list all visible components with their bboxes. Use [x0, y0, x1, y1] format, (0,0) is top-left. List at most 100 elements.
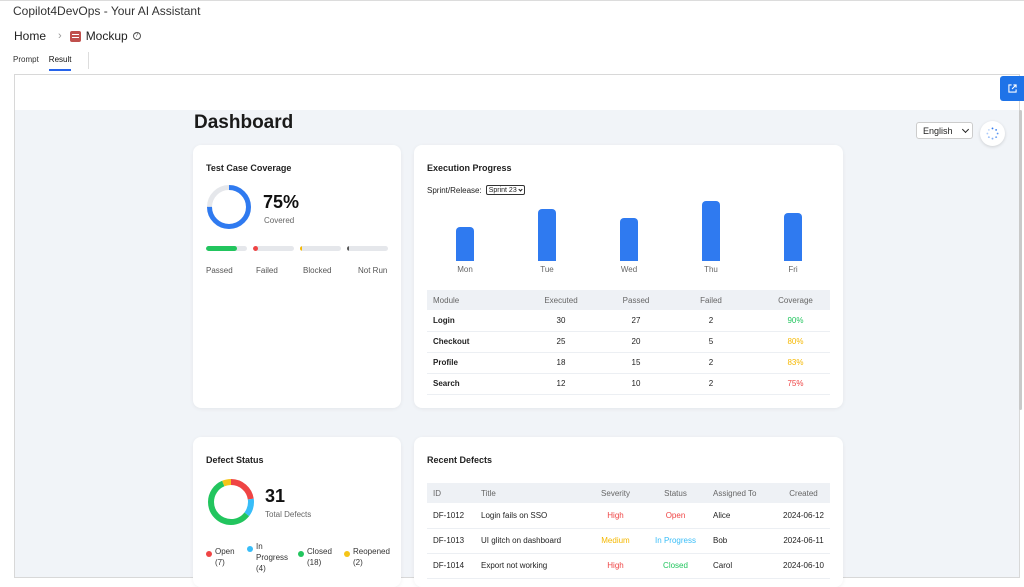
defect-total: 31 [265, 486, 286, 506]
tab-result[interactable]: Result [48, 52, 72, 71]
table-row[interactable]: DF-1012 Login fails on SSO High Open Alice 20… [427, 503, 830, 529]
failed-label: Failed [256, 266, 278, 275]
legend-line: (7) [215, 558, 225, 567]
table-row: Search 12 10 2 75% [427, 373, 830, 395]
tab-prompt[interactable]: Prompt [13, 55, 39, 64]
passed-bar [206, 246, 247, 251]
cell-executed: 30 [511, 310, 611, 332]
cell-severity: High [587, 503, 644, 529]
failed-bar [253, 246, 294, 251]
execution-card: Execution Progress Sprint/Release: Sprin… [414, 145, 843, 408]
legend-item: Closed (18) [298, 546, 332, 568]
legend-item: Reopened (2) [344, 546, 390, 568]
sprint-select[interactable]: Sprint 23 [485, 185, 525, 195]
sprint-value: Sprint 23 [488, 186, 517, 194]
cell-coverage: 83% [761, 352, 830, 374]
cell-module: Login [427, 310, 511, 332]
col-title: Title [475, 483, 587, 503]
cell-created: 2024-06-10 [777, 553, 830, 579]
loading-spinner-button[interactable] [980, 121, 1005, 146]
table-header-row: ID Title Severity Status Assigned To Cre… [427, 483, 830, 503]
donut-segment-1 [208, 479, 254, 525]
legend-dot [206, 551, 212, 557]
coverage-percent: 75% [263, 192, 300, 212]
legend-label: Reopened (2) [353, 546, 390, 568]
legend-dot [247, 546, 253, 552]
table-row[interactable]: DF-1014 Export not working High Closed Carol… [427, 553, 830, 579]
breadcrumb-home[interactable]: Home [14, 29, 47, 43]
legend-line: (4) [256, 564, 266, 573]
defect-status-title: Defect Status [206, 455, 264, 465]
legend-line: Open [215, 547, 235, 556]
bar-label-tue: Tue [540, 265, 554, 274]
cell-coverage: 90% [761, 310, 830, 332]
defect-total-label: Total Defects [265, 510, 312, 519]
cell-severity: Medium [587, 528, 644, 554]
legend-dot [298, 551, 304, 557]
passed-bar-fill [206, 246, 237, 251]
passed-label: Passed [206, 266, 233, 275]
table-row[interactable]: DF-1013 UI glitch on dashboard Medium In Pr… [427, 528, 830, 554]
cell-module: Search [427, 373, 511, 395]
table-row: Checkout 25 20 5 80% [427, 331, 830, 353]
col-assigned: Assigned To [707, 483, 777, 503]
page-title: Dashboard [194, 112, 294, 133]
coverage-title: Test Case Coverage [206, 163, 292, 173]
coverage-ring [207, 185, 251, 229]
legend-line: (18) [307, 558, 322, 567]
mockup-icon [69, 30, 81, 42]
col-failed: Failed [661, 290, 761, 310]
cell-passed: 27 [611, 310, 661, 332]
not-run-bar [347, 246, 388, 251]
defect-status-card: Defect Status 31 Total Defects Open (7) In… [193, 437, 401, 587]
cell-failed: 2 [661, 352, 761, 374]
coverage-card: Test Case Coverage 75% Covered Passed Fa… [193, 145, 401, 408]
chevron-right-icon: › [58, 30, 62, 42]
cell-assigned: Alice [707, 503, 777, 529]
failed-bar-fill [253, 246, 258, 251]
tab-divider [88, 52, 89, 69]
open-external-button[interactable] [1000, 76, 1024, 101]
cell-failed: 2 [661, 373, 761, 395]
app-title: Copilot4DevOps - Your AI Assistant [13, 4, 201, 18]
cell-assigned: Carol [707, 553, 777, 579]
legend-label: In Progress (4) [256, 541, 288, 574]
cell-status: In Progress [644, 528, 707, 554]
cell-passed: 15 [611, 352, 661, 374]
cell-module: Profile [427, 352, 511, 374]
top-border [0, 0, 1024, 1]
cell-created: 2024-06-11 [777, 528, 830, 554]
bar-tue [538, 208, 556, 261]
col-created: Created [777, 483, 830, 503]
legend-line: Progress [256, 553, 289, 562]
col-severity: Severity [587, 483, 644, 503]
cell-passed: 20 [611, 331, 661, 353]
table-header-row: Module Executed Passed Failed Coverage [427, 290, 830, 310]
blocked-bar [300, 246, 341, 251]
cell-coverage: 75% [761, 373, 830, 395]
bar-label-mon: Mon [457, 265, 473, 274]
sprint-filter: Sprint/Release: Sprint 23 [427, 185, 525, 195]
bar-mon [456, 226, 474, 261]
cell-failed: 5 [661, 331, 761, 353]
cell-passed: 10 [611, 373, 661, 395]
cell-status: Open [644, 503, 707, 529]
legend-label: Open (7) [215, 546, 235, 568]
language-select[interactable]: English [916, 122, 973, 139]
language-value: English [923, 125, 953, 136]
scrollbar[interactable] [1019, 110, 1022, 410]
sprint-label: Sprint/Release: [427, 185, 482, 195]
bar-wed [620, 217, 638, 261]
not-run-label: Not Run [358, 266, 388, 275]
col-id: ID [427, 483, 475, 503]
breadcrumb: Home › Mockup ? [14, 29, 141, 43]
table-row: Profile 18 15 2 83% [427, 352, 830, 374]
info-icon[interactable]: ? [132, 32, 141, 40]
recent-defects-title: Recent Defects [427, 455, 493, 465]
tab-bar: Prompt Result [13, 52, 72, 71]
legend-line: (2) [353, 558, 363, 567]
legend-dot [344, 551, 350, 557]
cell-title: UI glitch on dashboard [475, 528, 587, 554]
not-run-bar-fill [347, 246, 350, 251]
col-coverage: Coverage [761, 290, 830, 310]
